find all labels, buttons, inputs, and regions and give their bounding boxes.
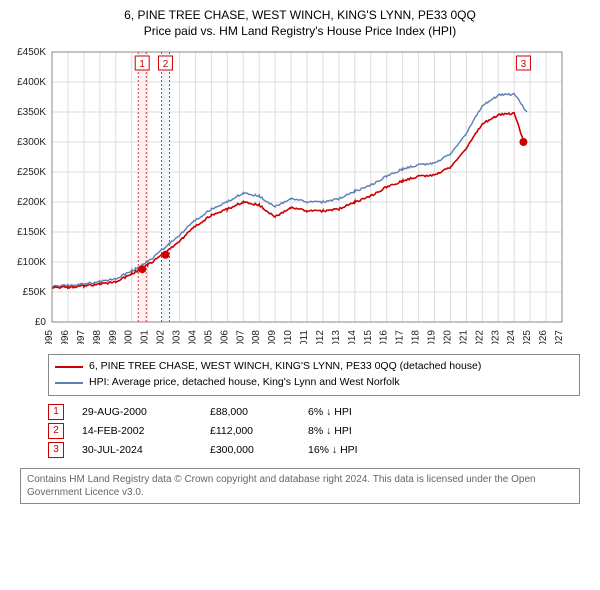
price-chart: £0 £50K £100K £150K £200K £250K £300K £350K £400… [10, 44, 590, 344]
event-diff: 6% ↓ HPI [308, 406, 408, 418]
svg-text:2018: 2018 [411, 330, 422, 344]
svg-text:£400K: £400K [17, 77, 46, 88]
svg-text:2025: 2025 [522, 330, 533, 344]
event-date: 14-FEB-2002 [82, 425, 192, 437]
legend-item: HPI: Average price, detached house, King… [55, 375, 573, 391]
page-subtitle: Price paid vs. HM Land Registry's House … [10, 24, 590, 38]
svg-text:£350K: £350K [17, 107, 46, 118]
event-diff: 8% ↓ HPI [308, 425, 408, 437]
chart-svg: £0 £50K £100K £150K £200K £250K £300K £350K £400… [10, 44, 570, 344]
svg-text:2006: 2006 [219, 330, 230, 344]
svg-text:2001: 2001 [140, 330, 151, 344]
page-title: 6, PINE TREE CHASE, WEST WINCH, KING'S L… [10, 8, 590, 22]
events-table: 1 29-AUG-2000 £88,000 6% ↓ HPI 2 14-FEB-2002 £… [48, 404, 580, 458]
svg-text:2026: 2026 [538, 330, 549, 344]
event-id-box: 1 [48, 404, 64, 420]
svg-text:2008: 2008 [251, 330, 262, 344]
svg-text:2009: 2009 [267, 330, 278, 344]
event-price: £112,000 [210, 425, 290, 437]
svg-text:£0: £0 [35, 317, 47, 328]
legend-swatch [55, 382, 83, 384]
legend-swatch [55, 366, 83, 368]
event-date: 29-AUG-2000 [82, 406, 192, 418]
svg-text:1998: 1998 [92, 330, 103, 344]
svg-text:2013: 2013 [331, 330, 342, 344]
svg-text:£100K: £100K [17, 257, 46, 268]
svg-text:2014: 2014 [347, 330, 358, 344]
event-id-box: 3 [48, 442, 64, 458]
event-row: 1 29-AUG-2000 £88,000 6% ↓ HPI [48, 404, 580, 420]
attribution-notice: Contains HM Land Registry data © Crown c… [20, 468, 580, 504]
svg-text:1996: 1996 [60, 330, 71, 344]
legend-label: 6, PINE TREE CHASE, WEST WINCH, KING'S L… [89, 359, 481, 375]
svg-text:2016: 2016 [379, 330, 390, 344]
svg-text:£200K: £200K [17, 197, 46, 208]
event-date: 30-JUL-2024 [82, 444, 192, 456]
svg-text:2000: 2000 [124, 330, 135, 344]
svg-text:£300K: £300K [17, 137, 46, 148]
svg-text:2011: 2011 [299, 330, 310, 344]
svg-text:2015: 2015 [363, 330, 374, 344]
event-id-box: 2 [48, 423, 64, 439]
svg-text:2022: 2022 [474, 330, 485, 344]
svg-text:1997: 1997 [76, 330, 87, 344]
svg-text:2021: 2021 [458, 330, 469, 344]
event-price: £300,000 [210, 444, 290, 456]
event-row: 3 30-JUL-2024 £300,000 16% ↓ HPI [48, 442, 580, 458]
svg-text:2: 2 [163, 59, 169, 70]
svg-text:1999: 1999 [108, 330, 119, 344]
svg-text:2023: 2023 [490, 330, 501, 344]
svg-text:1: 1 [139, 59, 145, 70]
svg-text:2017: 2017 [395, 330, 406, 344]
svg-text:2024: 2024 [506, 330, 517, 344]
svg-text:£150K: £150K [17, 227, 46, 238]
svg-text:2007: 2007 [235, 330, 246, 344]
svg-text:3: 3 [521, 59, 527, 70]
event-diff: 16% ↓ HPI [308, 444, 408, 456]
svg-text:2003: 2003 [172, 330, 183, 344]
legend-label: HPI: Average price, detached house, King… [89, 375, 400, 391]
svg-text:£450K: £450K [17, 47, 46, 58]
svg-text:2002: 2002 [156, 330, 167, 344]
svg-text:1995: 1995 [44, 330, 55, 344]
legend-item: 6, PINE TREE CHASE, WEST WINCH, KING'S L… [55, 359, 573, 375]
svg-text:£250K: £250K [17, 167, 46, 178]
svg-text:2020: 2020 [442, 330, 453, 344]
svg-text:2012: 2012 [315, 330, 326, 344]
svg-text:2027: 2027 [554, 330, 565, 344]
svg-text:2019: 2019 [427, 330, 438, 344]
event-price: £88,000 [210, 406, 290, 418]
event-row: 2 14-FEB-2002 £112,000 8% ↓ HPI [48, 423, 580, 439]
svg-text:2010: 2010 [283, 330, 294, 344]
svg-text:£50K: £50K [23, 287, 47, 298]
svg-text:2004: 2004 [187, 330, 198, 344]
svg-text:2005: 2005 [203, 330, 214, 344]
chart-legend: 6, PINE TREE CHASE, WEST WINCH, KING'S L… [48, 354, 580, 396]
